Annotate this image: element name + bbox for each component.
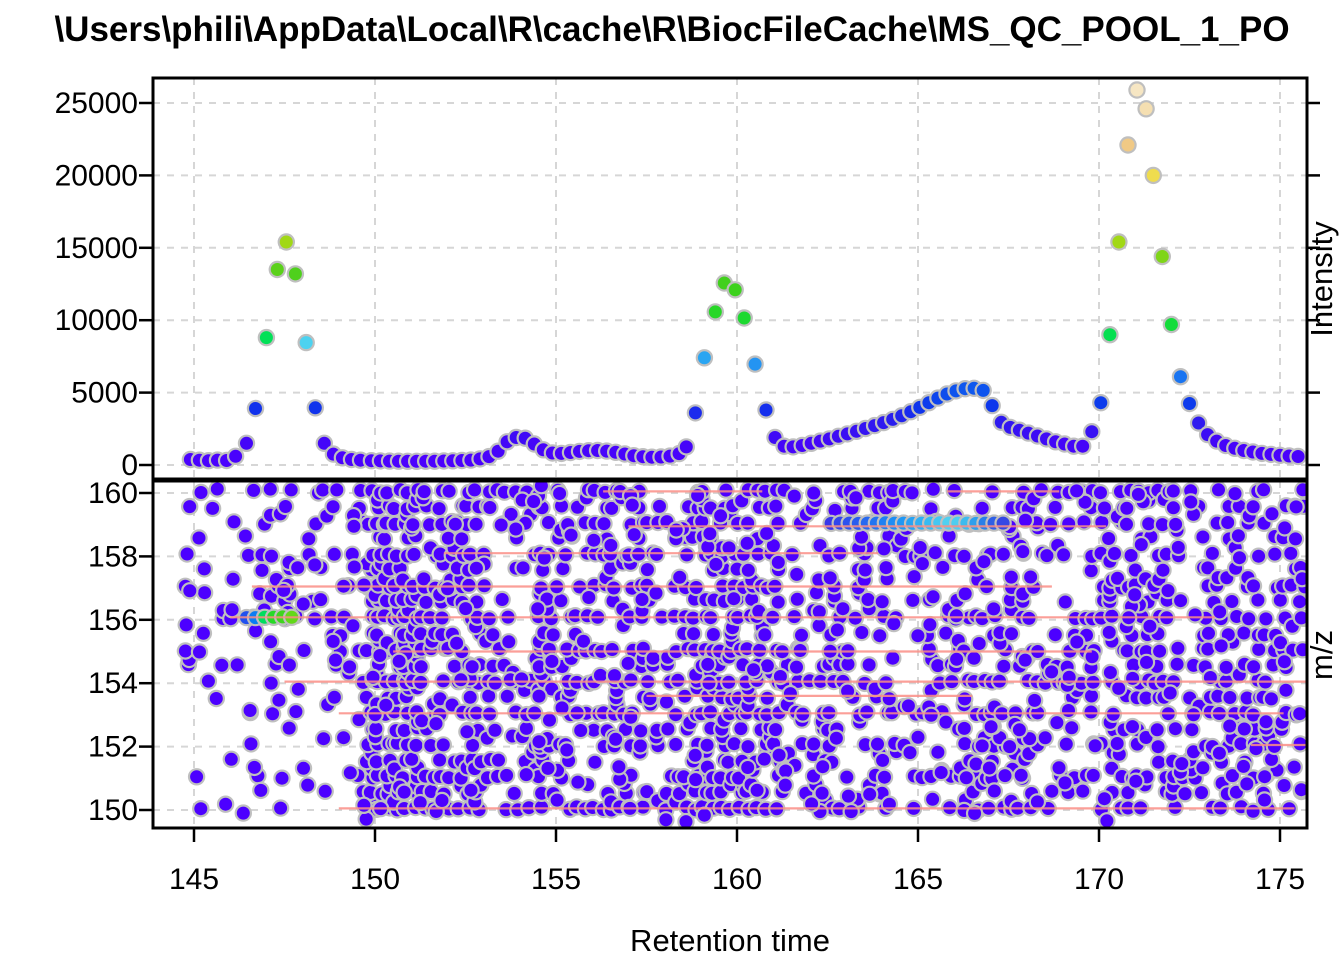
- y-tick-labels-mz: 150 152 154 156 158 160: [88, 477, 138, 827]
- intensity-tick-label: 20000: [55, 159, 138, 192]
- scatter-mz: [176, 481, 1307, 828]
- grid-top: [153, 78, 1307, 479]
- panel-borders: [151, 76, 1309, 830]
- x-tick-label: 155: [531, 863, 581, 896]
- mz-tick-label: 158: [88, 540, 138, 573]
- intensity-tick-label: 0: [121, 449, 138, 482]
- scatter-chromatogram: [181, 81, 1307, 470]
- mz-tick-label: 156: [88, 604, 138, 637]
- x-tick-label: 175: [1255, 863, 1305, 896]
- intensity-tick-label: 5000: [71, 377, 138, 410]
- mz-tick-label: 152: [88, 731, 138, 764]
- intensity-tick-label: 25000: [55, 87, 138, 120]
- axis-ticks: [139, 101, 1320, 842]
- x-tick-label: 145: [169, 863, 219, 896]
- intensity-tick-label: 15000: [55, 232, 138, 265]
- mz-tick-label: 150: [88, 794, 138, 827]
- x-axis-label: Retention time: [630, 923, 830, 958]
- mz-tick-label: 160: [88, 477, 138, 510]
- peak-boundary-lines: [230, 490, 1307, 810]
- x-tick-label: 150: [350, 863, 400, 896]
- mz-tick-label: 154: [88, 667, 138, 700]
- figure-title: \Users\phili\AppData\Local\R\cache\R\Bio…: [54, 10, 1290, 49]
- x-tick-label: 160: [712, 863, 762, 896]
- x-tick-label: 165: [893, 863, 943, 896]
- y-tick-labels-intensity: 0 5000 10000 15000 20000 25000: [55, 87, 138, 482]
- intensity-axis-label: Intensity: [1304, 221, 1339, 337]
- x-tick-labels: 145 150 155 160 165 170 175: [169, 863, 1305, 896]
- intensity-tick-label: 10000: [55, 304, 138, 337]
- x-tick-label: 170: [1074, 863, 1124, 896]
- mz-axis-label: m/z: [1304, 630, 1339, 680]
